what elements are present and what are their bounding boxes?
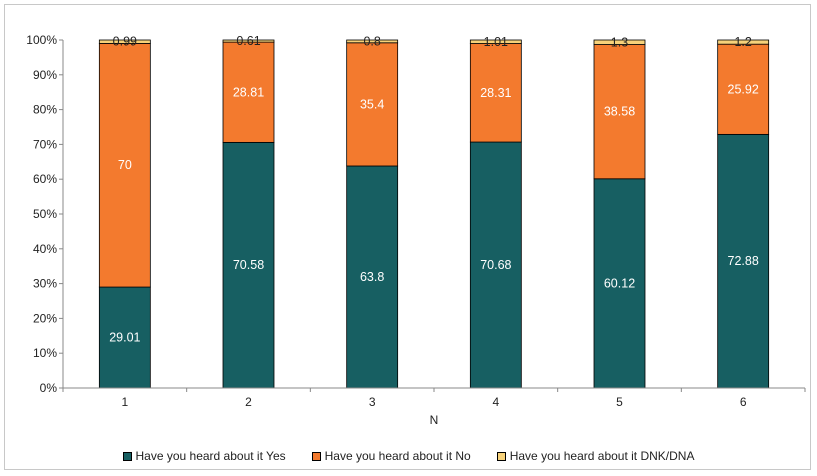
y-tick-label: 80% [33,103,57,117]
bar-segment-2-cat-2 [222,41,275,143]
x-tick-label: 5 [616,395,623,409]
data-label: 70.68 [480,258,511,272]
bar-segment-2-cat-1 [98,43,151,288]
data-label: 1.3 [611,35,628,49]
legend-item-2: Have you heard about it No [311,449,471,463]
legend: Have you heard about it Yes Have you hear… [0,449,817,463]
bar-segment-1-cat-2 [222,141,275,389]
bar-segment-1-cat-1 [98,286,151,389]
data-label: 28.31 [480,86,511,100]
y-tick-label: 0% [40,381,58,395]
legend-item-3: Have you heard about it DNK/DNA [496,449,695,463]
bars: 29.01 70 0.99 70.58 28.81 0.61 63.8 35.4 0.8 70.6… [98,34,770,389]
data-label: 0.99 [113,35,137,49]
data-label: 38.58 [604,105,635,119]
bar-segment-2-cat-4 [469,43,522,143]
y-tick-label: 100% [26,33,57,47]
legend-label: Have you heard about it Yes [135,449,286,463]
legend-label: Have you heard about it DNK/DNA [509,449,695,463]
x-tick-label: 3 [369,395,376,409]
x-axis-title: N [430,413,439,427]
y-tick-label: 30% [33,277,57,291]
legend-item-1: Have you heard about it Yes [122,449,286,463]
data-label: 63.8 [360,270,384,284]
legend-swatch [496,451,506,461]
bar-segment-3-cat-6 [717,39,770,45]
data-label: 70.58 [233,258,264,272]
y-tick-label: 20% [33,311,57,325]
x-tick-label: 2 [245,395,252,409]
bar-segment-3-cat-1 [98,39,151,44]
bar-segment-3-cat-3 [346,39,399,44]
x-axis-ticks: 1 2 3 4 5 6 [62,388,806,409]
data-label: 25.92 [728,82,759,96]
x-tick-label: 1 [121,395,128,409]
y-tick-label: 60% [33,172,57,186]
axes [62,40,805,389]
x-tick-label: 4 [492,395,499,409]
bar-segment-2-cat-5 [593,44,646,180]
data-label: 72.88 [728,254,759,268]
legend-swatch [122,451,132,461]
bar-segment-2-cat-6 [717,43,770,135]
bar-segment-3-cat-4 [469,39,522,44]
bar-segment-2-cat-3 [346,42,399,167]
bar-segment-3-cat-2 [222,39,275,43]
y-tick-label: 90% [33,68,57,82]
y-axis-ticks: 0% 10% 20% 30% 40% 50% 60% 70% 80% 90% 100% [26,33,63,395]
legend-label: Have you heard about it No [324,449,471,463]
data-label: 1.01 [484,35,508,49]
data-label: 70 [118,158,132,172]
data-label: 29.01 [109,331,140,345]
data-label: 0.61 [236,34,260,48]
bar-segment-1-cat-5 [593,178,646,389]
data-label: 0.8 [363,34,380,48]
y-tick-label: 40% [33,242,57,256]
data-label: 1.2 [734,35,751,49]
bar-segment-1-cat-3 [346,165,399,389]
x-tick-label: 6 [740,395,747,409]
bar-segment-1-cat-6 [717,133,770,389]
y-tick-label: 10% [33,346,57,360]
y-tick-label: 70% [33,137,57,151]
data-label: 35.4 [360,97,384,111]
data-label: 60.12 [604,276,635,290]
bar-segment-3-cat-5 [593,39,646,45]
data-label: 28.81 [233,85,264,99]
y-tick-label: 50% [33,207,57,221]
legend-swatch [311,451,321,461]
